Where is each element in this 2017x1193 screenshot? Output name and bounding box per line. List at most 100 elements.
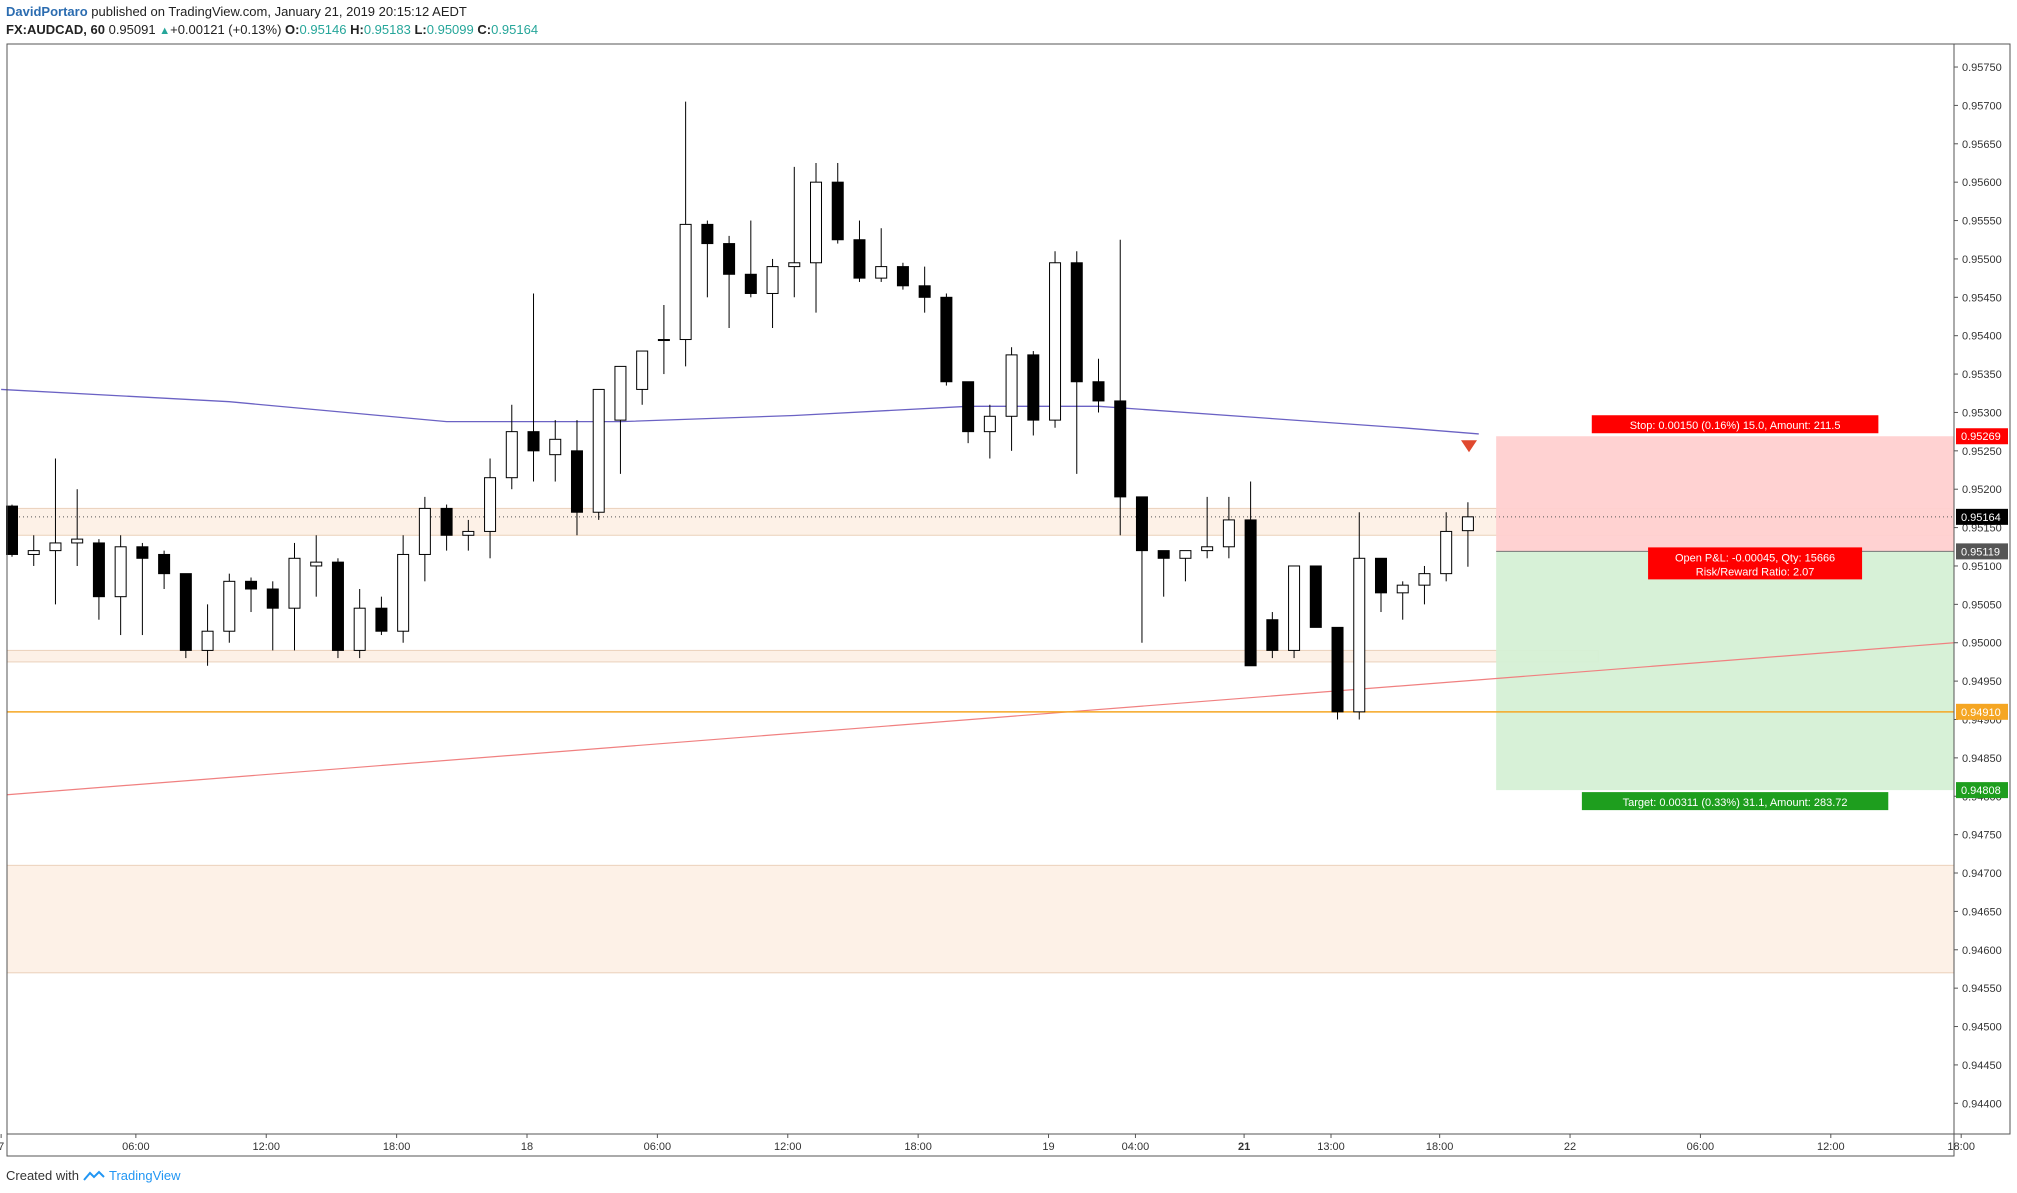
candle-body <box>288 557 301 609</box>
time-axis[interactable]: 7 06:00 12:00 18:00 18 06:00 12:00 18:00 19 04:00… <box>0 1134 1975 1153</box>
candle <box>810 162 823 313</box>
candle <box>744 220 757 298</box>
target-label-bg <box>1581 792 1889 811</box>
symbol-label[interactable]: FX:AUDCAD, 60 <box>6 22 105 37</box>
candle-body <box>1418 573 1431 586</box>
candle-body <box>1135 496 1148 552</box>
short-position-tool[interactable] <box>1460 436 1954 791</box>
close-value: 0.95164 <box>491 22 539 37</box>
price-tick-label: 0.95500 <box>1962 254 2002 266</box>
candle-body <box>245 580 258 590</box>
pnl-label: Open P&L: -0.00045, Qty: 15666 Risk/Rewar… <box>1648 547 1863 580</box>
candle-body <box>1461 516 1474 532</box>
candle <box>1440 512 1453 582</box>
price-tag <box>1956 703 2008 720</box>
price-tick-label: 0.95700 <box>1962 100 2002 112</box>
candle <box>201 604 214 666</box>
candle <box>223 573 236 643</box>
up-triangle-icon: ▲ <box>159 25 171 37</box>
candle-body <box>940 296 953 383</box>
open-value: 0.95146 <box>299 22 347 37</box>
candle <box>788 166 801 298</box>
candle <box>570 420 583 536</box>
price-tag <box>1956 428 2008 445</box>
tradingview-brand-link[interactable]: TradingView <box>108 1168 181 1183</box>
price-tick-label: 0.94850 <box>1962 753 2002 765</box>
price-tick-label: 0.95650 <box>1962 139 2002 151</box>
candle-body <box>831 181 844 241</box>
candle-body <box>1114 400 1127 498</box>
candle <box>484 458 497 559</box>
candle <box>1114 239 1127 536</box>
candle <box>983 404 996 459</box>
time-tick-label: 18 <box>521 1141 533 1153</box>
candle <box>527 293 540 482</box>
price-tick-label: 0.95300 <box>1962 407 2002 419</box>
candle <box>27 535 40 566</box>
candle-body <box>179 573 192 651</box>
support-zone-3 <box>6 864 1955 974</box>
candle-body <box>310 561 323 567</box>
candle-body <box>527 431 540 452</box>
time-tick-label: 18:00 <box>904 1141 932 1153</box>
price-tick-label: 0.95150 <box>1962 523 2002 535</box>
low-value: 0.95099 <box>426 22 474 37</box>
candle-body <box>1353 557 1366 713</box>
candle <box>1288 565 1301 659</box>
candle-body <box>375 607 388 632</box>
candle-body <box>701 223 714 245</box>
candle <box>1092 358 1105 413</box>
candle <box>701 220 714 298</box>
last-price: 0.95091 <box>108 22 156 37</box>
candle <box>940 293 953 386</box>
price-tick-label: 0.95000 <box>1962 638 2002 650</box>
candle <box>1179 550 1192 582</box>
candle-body <box>201 630 214 651</box>
candle-body <box>49 542 62 552</box>
time-tick-label: 13:00 <box>1317 1141 1345 1153</box>
open-label: O: <box>285 22 300 37</box>
candle-body <box>1440 530 1453 575</box>
candles-layer <box>6 101 1474 720</box>
candle <box>114 535 127 636</box>
price-axis-border <box>1953 43 2011 1135</box>
candle <box>158 550 171 589</box>
candle-body <box>6 505 18 555</box>
candle-body <box>27 550 40 555</box>
stop-loss-zone[interactable] <box>1496 436 1954 552</box>
short-arrow-icon <box>1460 440 1477 453</box>
high-label: H: <box>350 22 364 37</box>
candle-body <box>505 431 518 479</box>
author-link[interactable]: DavidPortaro <box>6 4 88 19</box>
pnl-label-text: Open P&L: -0.00045, Qty: 15666 <box>1675 552 1835 564</box>
candle <box>1135 496 1148 643</box>
candle <box>245 577 258 613</box>
target-label-text: Target: 0.00311 (0.33%) 31.1, Amount: 28… <box>1623 797 1848 809</box>
candle <box>288 542 301 651</box>
price-axis[interactable]: 0.95750 0.95700 0.95650 0.95600 0.95550 0.955… <box>1954 62 2008 1110</box>
high-value: 0.95183 <box>363 22 411 37</box>
candle-body <box>418 507 431 555</box>
candle <box>418 496 431 582</box>
candle-body <box>92 542 105 598</box>
take-profit-zone[interactable] <box>1496 551 1954 791</box>
candle-body <box>353 607 366 651</box>
candle-body <box>1005 354 1018 417</box>
candle <box>136 542 149 636</box>
candle <box>918 266 931 313</box>
pnl-label-bg <box>1648 547 1863 580</box>
candle <box>397 535 410 643</box>
candle-body <box>223 580 236 632</box>
candle-body <box>1201 546 1214 552</box>
candle-body <box>114 546 127 598</box>
target-label: Target: 0.00311 (0.33%) 31.1, Amount: 28… <box>1581 792 1889 811</box>
candle-body <box>1027 354 1040 421</box>
candle-body <box>462 530 475 536</box>
candle <box>1244 481 1257 667</box>
candle <box>636 350 649 405</box>
candle-body <box>570 450 583 513</box>
candle-body <box>1049 262 1062 421</box>
candle-body <box>1374 557 1387 594</box>
price-tag <box>1956 508 2008 525</box>
